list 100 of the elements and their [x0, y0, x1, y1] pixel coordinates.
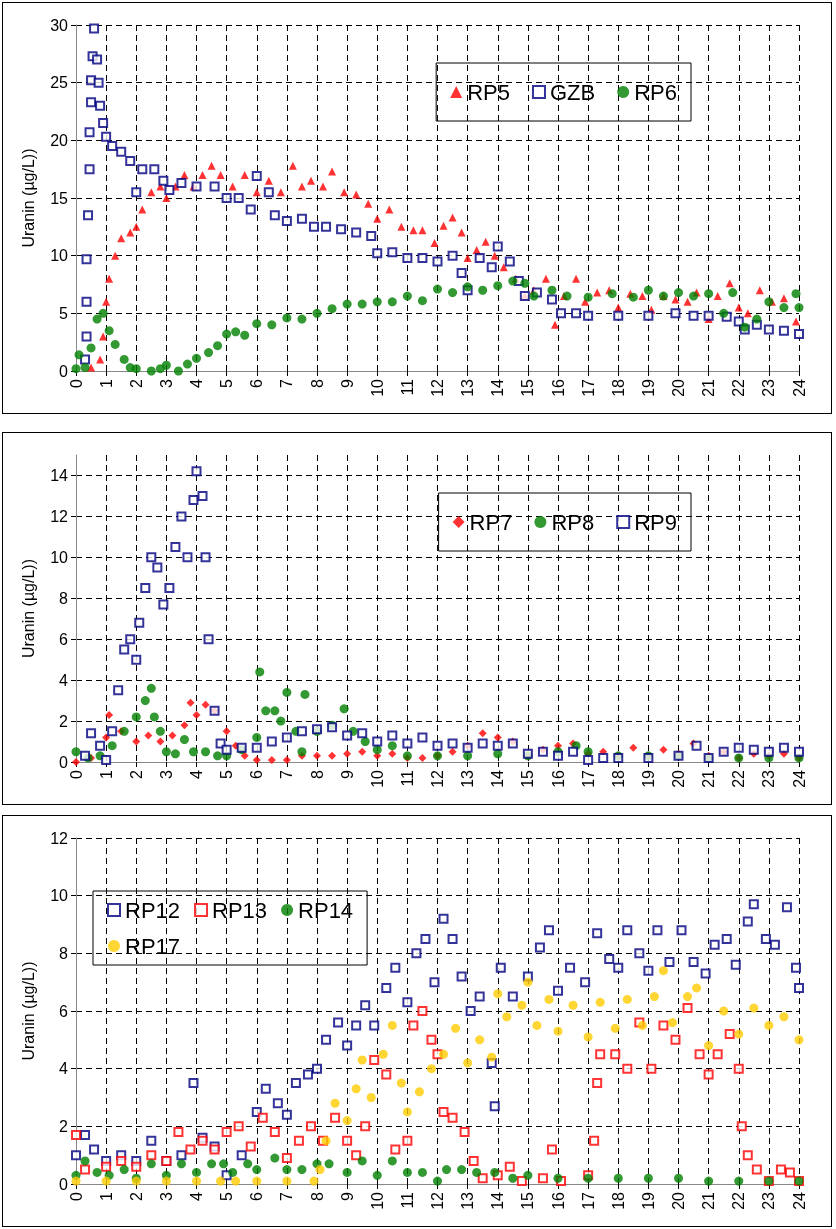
x-tick-label: 11	[398, 1191, 416, 1209]
y-axis-title: Uranin (µg/L))	[19, 961, 37, 1061]
x-tick-label: 13	[459, 769, 477, 788]
x-tick-label: 12	[429, 769, 446, 788]
x-tick-label: 20	[670, 378, 687, 397]
x-tick-label: 24	[790, 769, 808, 788]
x-tick-label: 21	[700, 378, 718, 397]
x-tick-label: 2	[127, 769, 145, 779]
x-tick-label: 1	[97, 378, 115, 388]
x-tick-label: 1	[97, 769, 115, 779]
x-tick-label: 22	[730, 378, 748, 397]
x-tick-label: 3	[157, 769, 175, 779]
x-tick-label: 5	[218, 378, 236, 388]
x-tick-label: 6	[248, 378, 266, 388]
x-tick-label: 16	[549, 1191, 567, 1210]
x-tick-label: 20	[670, 1191, 687, 1210]
x-tick-label: 11	[398, 378, 416, 396]
x-tick-label: 18	[609, 378, 627, 397]
legend-label: RP13	[212, 897, 268, 923]
y-tick-label: 12	[50, 829, 69, 847]
x-tick-label: 22	[730, 769, 748, 788]
y-tick-label: 6	[59, 1002, 69, 1020]
y-axis-title: Uranin (µg/L))	[19, 148, 37, 248]
x-tick-label: 12	[429, 1191, 446, 1210]
x-tick-label: 16	[549, 769, 567, 788]
x-tick-label: 11	[398, 769, 416, 787]
x-tick-label: 20	[670, 769, 687, 788]
x-tick-label: 17	[579, 378, 597, 397]
x-tick-label: 0	[67, 769, 85, 779]
legend-label: GZB	[549, 79, 596, 105]
x-tick-label: 10	[368, 769, 386, 788]
x-tick-label: 9	[338, 769, 356, 779]
x-tick-label: 1	[97, 1191, 115, 1201]
x-tick-label: 14	[489, 378, 507, 397]
legend-label: RP12	[125, 897, 181, 923]
legend-label: RP5	[467, 79, 510, 105]
x-tick-label: 0	[67, 378, 85, 388]
x-tick-label: 16	[549, 378, 567, 397]
y-tick-label: 30	[50, 16, 69, 34]
y-tick-label: 10	[50, 548, 69, 566]
x-tick-label: 23	[760, 769, 778, 788]
y-tick-label: 14	[50, 466, 69, 484]
x-tick-label: 21	[700, 1191, 718, 1210]
x-tick-label: 8	[308, 1191, 326, 1201]
x-tick-label: 3	[157, 378, 175, 388]
x-tick-label: 8	[308, 378, 326, 388]
x-tick-label: 8	[308, 769, 326, 779]
x-tick-label: 0	[67, 1191, 85, 1201]
x-tick-label: 15	[519, 769, 537, 788]
y-tick-label: 8	[59, 944, 69, 962]
x-tick-label: 10	[368, 378, 386, 397]
x-tick-label: 7	[278, 769, 296, 779]
x-tick-label: 12	[429, 378, 446, 397]
x-tick-label: 14	[489, 1191, 507, 1210]
x-tick-label: 15	[519, 1191, 537, 1210]
x-tick-label: 23	[760, 1191, 778, 1210]
legend-label: RP6	[634, 79, 677, 105]
x-tick-label: 19	[639, 769, 657, 788]
x-tick-label: 2	[127, 1191, 145, 1201]
x-tick-label: 13	[459, 1191, 477, 1210]
x-tick-label: 4	[188, 1191, 205, 1201]
x-tick-label: 10	[368, 1191, 386, 1210]
x-tick-label: 14	[489, 769, 507, 788]
x-tick-label: 7	[278, 1191, 296, 1201]
x-tick-label: 6	[248, 769, 266, 779]
x-tick-label: 18	[609, 1191, 627, 1210]
x-tick-label: 21	[700, 769, 718, 788]
x-tick-label: 9	[338, 378, 356, 388]
x-tick-label: 24	[790, 1191, 808, 1210]
x-tick-label: 4	[188, 378, 205, 388]
x-tick-label: 18	[609, 769, 627, 788]
x-tick-label: 15	[519, 378, 537, 397]
x-tick-label: 4	[188, 769, 205, 779]
x-tick-label: 2	[127, 378, 145, 388]
y-tick-label: 10	[50, 247, 69, 265]
legend-label: RP14	[298, 897, 354, 923]
y-tick-label: 2	[59, 712, 69, 730]
x-tick-label: 24	[790, 378, 808, 397]
x-tick-label: 5	[218, 769, 236, 779]
y-tick-label: 5	[59, 304, 69, 322]
x-tick-label: 19	[639, 378, 657, 397]
x-tick-label: 17	[579, 1191, 597, 1210]
y-tick-label: 12	[50, 507, 69, 525]
y-tick-label: 25	[50, 74, 69, 92]
x-tick-label: 3	[157, 1191, 175, 1201]
y-axis-title: Uranin (µg/L))	[19, 558, 37, 659]
x-tick-label: 17	[579, 769, 597, 788]
x-tick-label: 9	[338, 1191, 356, 1201]
x-tick-label: 5	[218, 1191, 236, 1201]
y-tick-label: 2	[59, 1117, 69, 1135]
y-tick-label: 15	[50, 189, 69, 207]
x-tick-label: 23	[760, 378, 778, 397]
y-tick-label: 10	[50, 887, 69, 905]
y-tick-label: 6	[59, 630, 69, 648]
x-tick-label: 7	[278, 378, 296, 388]
x-tick-label: 13	[459, 378, 477, 397]
x-tick-label: 19	[639, 1191, 657, 1210]
y-tick-label: 4	[59, 1060, 69, 1078]
y-tick-label: 8	[59, 589, 69, 607]
x-tick-label: 6	[248, 1191, 266, 1201]
